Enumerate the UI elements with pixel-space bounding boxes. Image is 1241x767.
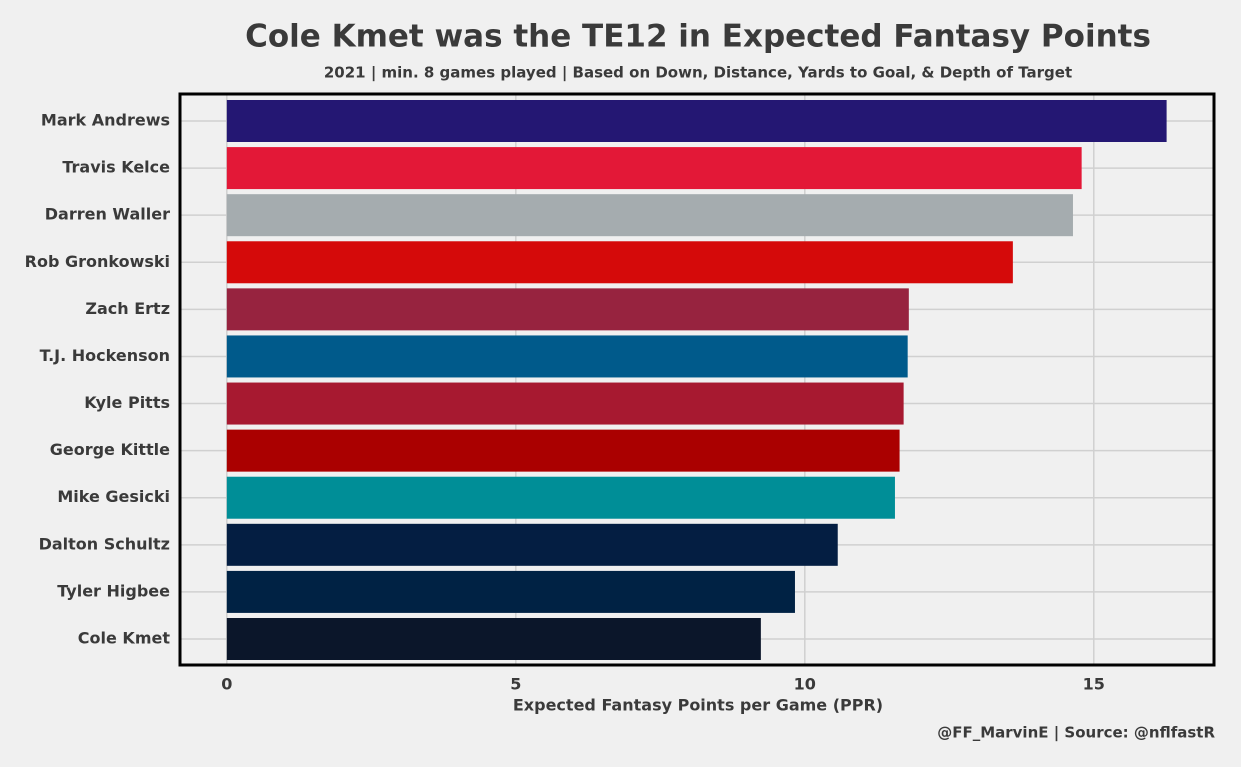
bar <box>226 288 909 331</box>
bar <box>226 476 895 519</box>
bar <box>226 523 838 566</box>
chart-title: Cole Kmet was the TE12 in Expected Fanta… <box>245 19 1151 55</box>
y-tick-label: Tyler Higbee <box>57 581 170 600</box>
plot-area: 0 5 10 15 Mark Andrews Travis Kelce Darren Wal… <box>25 94 1214 694</box>
bar <box>226 335 908 378</box>
y-tick-label: Travis Kelce <box>62 158 170 177</box>
y-tick-label: Dalton Schultz <box>39 534 170 553</box>
y-tick-label: Darren Waller <box>45 205 170 224</box>
bar <box>226 382 904 425</box>
bar <box>226 147 1082 190</box>
y-tick-label: Rob Gronkowski <box>25 252 170 271</box>
bar <box>226 100 1167 142</box>
y-tick-label: T.J. Hockenson <box>40 346 170 365</box>
bar <box>226 570 795 613</box>
x-tick-label: 10 <box>794 675 816 694</box>
x-axis-label: Expected Fantasy Points per Game (PPR) <box>513 696 883 715</box>
bar <box>226 241 1013 284</box>
y-tick-label: Mark Andrews <box>41 111 170 130</box>
y-tick-label: Kyle Pitts <box>84 393 170 412</box>
x-tick-label: 0 <box>221 675 232 694</box>
bar <box>226 429 900 472</box>
panel-border <box>178 92 1216 667</box>
x-tick-label: 15 <box>1083 675 1105 694</box>
y-tick-label: Mike Gesicki <box>57 487 170 506</box>
y-tick-label: George Kittle <box>50 440 170 459</box>
bar <box>226 618 761 660</box>
caption: @FF_MarvinE | Source: @nflfastR <box>937 724 1215 743</box>
y-tick-label: Zach Ertz <box>85 299 170 318</box>
bar <box>226 194 1073 237</box>
x-tick-label: 5 <box>510 675 521 694</box>
chart-subtitle: 2021 | min. 8 games played | Based on Do… <box>324 64 1072 83</box>
y-tick-label: Cole Kmet <box>78 629 171 648</box>
